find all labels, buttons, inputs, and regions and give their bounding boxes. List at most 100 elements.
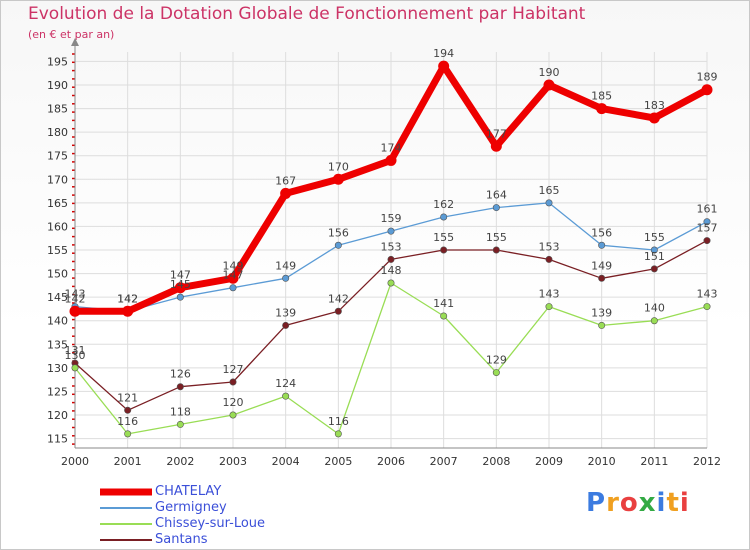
data-point-chatelay [543, 79, 555, 91]
data-label-chissey-sur-loue: 141 [433, 297, 454, 310]
y-tick-label: 155 [47, 244, 68, 257]
data-label-germigney: 142 [117, 292, 138, 305]
data-point-germigney [598, 241, 606, 249]
data-point-chatelay [385, 154, 397, 166]
data-point-chissey-sur-loue [598, 321, 606, 329]
data-point-chissey-sur-loue [71, 364, 79, 372]
data-label-germigney: 145 [170, 278, 191, 291]
data-point-chissey-sur-loue [334, 430, 342, 438]
x-tick-label: 2005 [324, 455, 352, 468]
chart-subtitle: (en € et par an) [28, 28, 115, 41]
y-tick-label: 165 [47, 197, 68, 210]
data-point-santans [229, 378, 237, 386]
y-tick-label: 150 [47, 268, 68, 281]
data-point-santans [282, 321, 290, 329]
data-label-chatelay: 174 [381, 141, 402, 154]
data-label-chissey-sur-loue: 116 [117, 415, 138, 428]
data-point-chatelay [438, 60, 450, 72]
data-label-chatelay: 142 [65, 292, 86, 305]
data-label-germigney: 149 [275, 259, 296, 272]
data-point-germigney [492, 204, 500, 212]
y-tick-label: 125 [47, 385, 68, 398]
data-label-germigney: 143 [65, 288, 86, 301]
x-tick-label: 2007 [430, 455, 458, 468]
data-point-germigney [703, 218, 711, 226]
data-point-santans [440, 246, 448, 254]
logo-letter: r [606, 488, 620, 518]
data-point-chatelay [122, 305, 134, 317]
data-point-chatelay [332, 173, 344, 185]
data-point-germigney [229, 284, 237, 292]
data-point-santans [650, 265, 658, 273]
data-point-chissey-sur-loue [176, 420, 184, 428]
data-point-santans [124, 406, 132, 414]
data-label-santans: 131 [65, 344, 86, 357]
x-tick-label: 2008 [482, 455, 510, 468]
data-label-chatelay: 142 [117, 292, 138, 305]
data-label-chatelay: 194 [433, 47, 454, 60]
data-point-chatelay [69, 305, 81, 317]
legend-item-germigney: Germigney [100, 500, 265, 516]
x-tick-label: 2010 [588, 455, 616, 468]
data-label-santans: 126 [170, 368, 191, 381]
legend: CHATELAY Germigney Chissey-sur-Loue Sant… [100, 484, 265, 548]
x-tick-label: 2001 [114, 455, 142, 468]
legend-label-santans: Santans [155, 532, 208, 547]
data-label-chatelay: 177 [486, 127, 507, 140]
data-label-chatelay: 183 [644, 99, 665, 112]
y-axis-arrow [71, 38, 79, 46]
data-point-chatelay [596, 103, 608, 115]
y-tick-label: 160 [47, 220, 68, 233]
data-point-chissey-sur-loue [440, 312, 448, 320]
y-tick-label: 195 [47, 55, 68, 68]
data-point-santans [387, 255, 395, 263]
data-label-santans: 151 [644, 250, 665, 263]
data-point-chissey-sur-loue [229, 411, 237, 419]
data-label-chatelay: 190 [539, 66, 560, 79]
data-label-chissey-sur-loue: 143 [539, 288, 560, 301]
data-point-chissey-sur-loue [703, 303, 711, 311]
legend-item-chissey-sur-loue: Chissey-sur-Loue [100, 516, 265, 532]
data-label-santans: 153 [539, 240, 560, 253]
data-point-santans [703, 237, 711, 245]
data-point-chissey-sur-loue [124, 430, 132, 438]
data-point-chatelay [490, 140, 502, 152]
legend-swatch-chatelay [100, 488, 152, 496]
data-label-santans: 121 [117, 391, 138, 404]
data-label-germigney: 155 [644, 231, 665, 244]
data-label-chissey-sur-loue: 116 [328, 415, 349, 428]
data-point-germigney [176, 293, 184, 301]
data-label-germigney: 147 [223, 269, 244, 282]
data-label-chatelay: 167 [275, 174, 296, 187]
y-tick-label: 115 [47, 433, 68, 446]
y-tick-label: 175 [47, 150, 68, 163]
legend-label-germigney: Germigney [155, 500, 227, 515]
logo-letter: i [656, 488, 667, 518]
data-label-santans: 153 [381, 240, 402, 253]
data-label-santans: 149 [591, 259, 612, 272]
legend-label-chissey-sur-loue: Chissey-sur-Loue [155, 516, 266, 531]
data-point-chissey-sur-loue [282, 392, 290, 400]
data-label-germigney: 164 [486, 189, 507, 202]
data-point-germigney [650, 246, 658, 254]
data-point-chissey-sur-loue [650, 317, 658, 325]
data-point-chatelay [648, 112, 660, 124]
x-tick-label: 2004 [272, 455, 300, 468]
data-point-chatelay [701, 84, 713, 96]
logo-letter: o [619, 488, 639, 518]
y-tick-label: 145 [47, 291, 68, 304]
x-tick-label: 2003 [219, 455, 247, 468]
data-label-germigney: 162 [433, 198, 454, 211]
data-label-germigney: 156 [591, 226, 612, 239]
legend-swatch-germigney [100, 507, 152, 509]
data-label-santans: 127 [223, 363, 244, 376]
x-tick-label: 2011 [640, 455, 668, 468]
y-tick-label: 120 [47, 409, 68, 422]
legend-label-chatelay: CHATELAY [155, 484, 222, 499]
data-point-germigney [387, 227, 395, 235]
data-point-chatelay [227, 272, 239, 284]
y-tick-label: 190 [47, 79, 68, 92]
data-label-santans: 157 [697, 222, 718, 235]
data-point-chissey-sur-loue [492, 369, 500, 377]
